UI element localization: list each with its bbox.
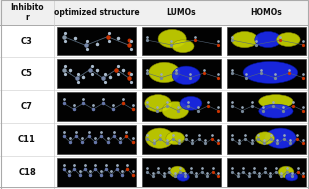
Bar bbox=[57, 26, 136, 56]
Ellipse shape bbox=[172, 66, 200, 85]
Ellipse shape bbox=[265, 128, 296, 148]
Ellipse shape bbox=[149, 62, 180, 83]
Ellipse shape bbox=[166, 132, 185, 145]
Text: LUMOs: LUMOs bbox=[167, 8, 196, 17]
Bar bbox=[57, 59, 136, 88]
Bar bbox=[142, 158, 221, 187]
Bar bbox=[227, 125, 306, 154]
Text: C7: C7 bbox=[21, 102, 33, 111]
Bar bbox=[142, 92, 221, 121]
Ellipse shape bbox=[277, 33, 300, 46]
Bar bbox=[57, 92, 136, 121]
Text: r: r bbox=[25, 13, 29, 22]
Text: C11: C11 bbox=[18, 135, 36, 144]
Ellipse shape bbox=[158, 29, 186, 48]
Ellipse shape bbox=[278, 166, 294, 178]
Text: HOMOs: HOMOs bbox=[251, 8, 282, 17]
Ellipse shape bbox=[146, 128, 174, 148]
Bar bbox=[227, 59, 306, 88]
Ellipse shape bbox=[231, 31, 258, 48]
Text: C5: C5 bbox=[21, 69, 33, 78]
Bar bbox=[57, 158, 136, 187]
Ellipse shape bbox=[162, 101, 188, 119]
Bar bbox=[227, 26, 306, 56]
Ellipse shape bbox=[259, 95, 293, 108]
Text: C18: C18 bbox=[18, 168, 36, 177]
Ellipse shape bbox=[259, 104, 293, 118]
Ellipse shape bbox=[172, 40, 194, 53]
Bar bbox=[0, 0, 309, 25]
Bar bbox=[142, 125, 221, 154]
Ellipse shape bbox=[256, 132, 274, 145]
Ellipse shape bbox=[145, 95, 171, 112]
Ellipse shape bbox=[243, 61, 298, 84]
Bar bbox=[227, 158, 306, 187]
Bar bbox=[142, 26, 221, 56]
Text: Inhibito: Inhibito bbox=[10, 3, 44, 12]
Ellipse shape bbox=[285, 173, 298, 181]
Bar bbox=[57, 125, 136, 154]
Ellipse shape bbox=[170, 166, 185, 178]
Ellipse shape bbox=[177, 173, 189, 181]
Bar bbox=[142, 59, 221, 88]
Ellipse shape bbox=[180, 96, 202, 110]
Text: C3: C3 bbox=[21, 36, 33, 46]
Bar bbox=[227, 92, 306, 121]
Text: optimized structure: optimized structure bbox=[54, 8, 139, 17]
Ellipse shape bbox=[255, 31, 281, 48]
